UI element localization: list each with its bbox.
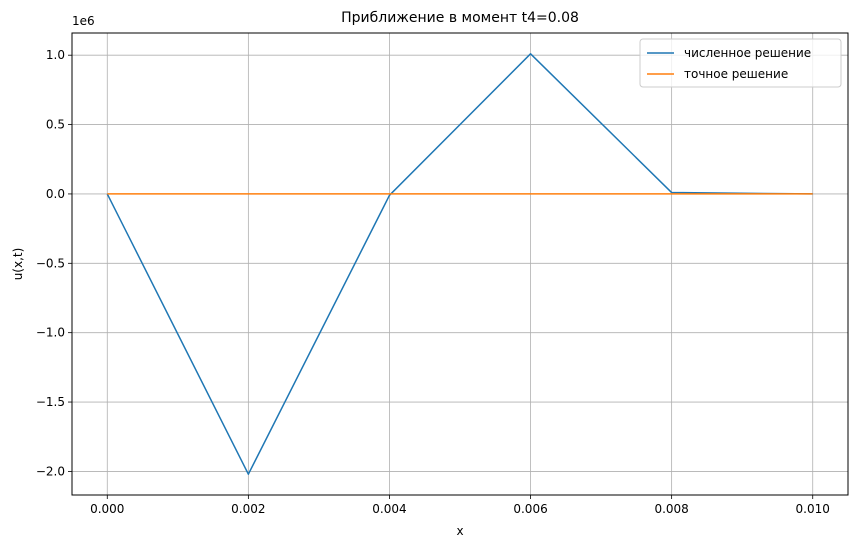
x-tick-label: 0.002 <box>231 502 265 516</box>
legend-label-0: численное решение <box>684 46 811 60</box>
x-axis-label: x <box>456 524 463 538</box>
y-tick-label: −1.0 <box>36 326 65 340</box>
y-offset-label: 1e6 <box>72 14 95 28</box>
chart-title: Приближение в момент t4=0.08 <box>341 10 579 26</box>
y-tick-label: 1.0 <box>46 48 65 62</box>
ticks: 0.000 0.002 0.004 0.006 0.008 0.010 −2.0 −1.5 −1… <box>36 48 830 516</box>
series-layer <box>106 53 813 475</box>
y-tick-label: −1.5 <box>36 395 65 409</box>
y-axis-label: u(x,t) <box>11 248 25 281</box>
x-tick-label: 0.008 <box>654 502 688 516</box>
legend-box <box>639 38 842 88</box>
x-tick-label: 0.006 <box>513 502 547 516</box>
y-tick-label: −0.5 <box>36 256 65 270</box>
y-tick-label: −2.0 <box>36 464 65 478</box>
x-tick-label: 0.010 <box>796 502 830 516</box>
legend-label-1: точное решение <box>684 67 788 81</box>
y-tick-label: 0.0 <box>46 187 65 201</box>
legend: численное решение точное решение <box>639 38 842 88</box>
y-tick-label: 0.5 <box>46 118 65 132</box>
plot-frame <box>71 32 849 496</box>
series-line-0 <box>106 53 813 475</box>
x-tick-label: 0.004 <box>372 502 406 516</box>
x-tick-label: 0.000 <box>90 502 124 516</box>
